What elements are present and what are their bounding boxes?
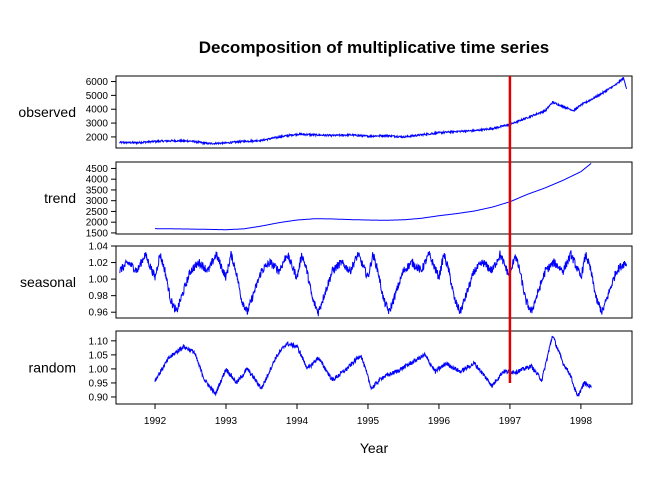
- panel-observed: observed 2000 3000 4000 5000 6000: [18, 75, 633, 149]
- panel-frame-observed: [115, 75, 633, 149]
- series-line-trend: [155, 162, 592, 231]
- x-tick-label: 1992: [144, 416, 167, 427]
- y-tick-label-seasonal: 0.98: [89, 291, 109, 302]
- x-tick-label: 1995: [357, 416, 380, 427]
- x-tick-label: 1993: [215, 416, 238, 427]
- x-tick-label: 1998: [570, 416, 593, 427]
- y-tick-label-random: 0.95: [89, 378, 109, 389]
- panel-label-trend: trend: [44, 190, 76, 206]
- y-tick-label-seasonal: 1.00: [89, 275, 109, 286]
- y-tick-label-observed: 4000: [86, 105, 109, 116]
- y-tick-label-trend: 1500: [86, 228, 109, 239]
- y-tick-label-trend: 2500: [86, 207, 109, 218]
- y-tick-label-observed: 3000: [86, 119, 109, 130]
- panel-frame-seasonal: [115, 245, 633, 319]
- chart-title: Decomposition of multiplicative time ser…: [199, 38, 549, 57]
- y-tick-label-random: 1.05: [89, 350, 109, 361]
- y-tick-label-random: 0.90: [89, 392, 109, 403]
- panel-frame-trend: [115, 161, 633, 235]
- y-tick-label-trend: 4500: [86, 164, 109, 175]
- y-tick-label-observed: 2000: [86, 132, 109, 143]
- y-tick-label-random: 1.00: [89, 364, 109, 375]
- y-tick-label-trend: 4000: [86, 175, 109, 186]
- x-tick-label: 1996: [428, 416, 451, 427]
- panel-frame-random: [115, 330, 633, 405]
- series-line-observed: [119, 76, 628, 146]
- y-tick-label-trend: 3000: [86, 196, 109, 207]
- y-tick-label-observed: 6000: [86, 77, 109, 88]
- panel-random: random 0.90 0.95 1.00 1.05 1.10: [29, 330, 633, 405]
- series-line-random: [154, 335, 592, 397]
- panel-seasonal: seasonal 0.96 0.98 1.00 1.02 1.04: [20, 242, 633, 319]
- panels-group: observed20003000400050006000trend1500200…: [18, 75, 633, 405]
- series-line-seasonal: [119, 250, 628, 317]
- panel-label-random: random: [29, 360, 76, 376]
- y-tick-label-trend: 3500: [86, 185, 109, 196]
- y-tick-label-observed: 5000: [86, 91, 109, 102]
- panel-label-seasonal: seasonal: [20, 274, 76, 290]
- x-axis: 1992 1993 1994 1995 1996 1997 1998: [144, 404, 593, 427]
- x-axis-label: Year: [360, 440, 389, 456]
- x-tick-label: 1997: [499, 416, 522, 427]
- y-tick-label-random: 1.10: [89, 336, 109, 347]
- panel-label-observed: observed: [18, 104, 76, 120]
- y-tick-label-trend: 2000: [86, 218, 109, 229]
- y-tick-label-seasonal: 1.02: [89, 258, 109, 269]
- x-tick-label: 1994: [286, 416, 309, 427]
- y-tick-label-seasonal: 1.04: [89, 242, 109, 253]
- y-tick-label-seasonal: 0.96: [89, 308, 109, 319]
